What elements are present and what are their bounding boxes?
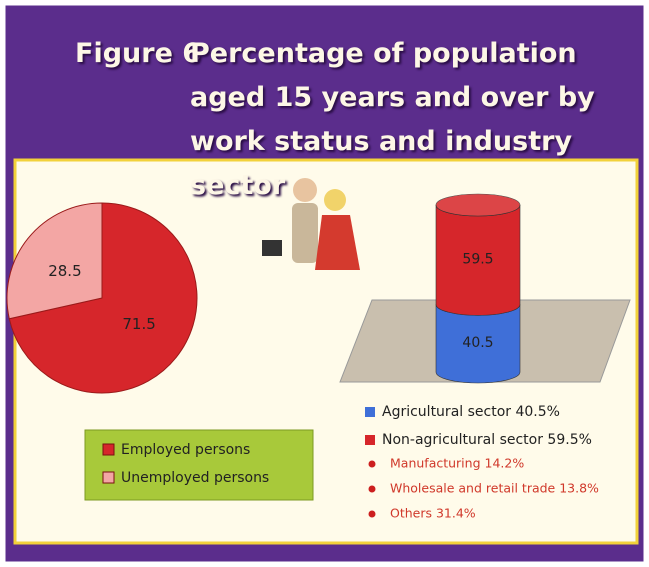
data-label: 40.5 — [462, 335, 493, 351]
figure-number: Figure 6 — [75, 38, 202, 69]
legend-marker — [365, 407, 375, 417]
pie-slice — [6, 202, 103, 320]
data-label: 59.5 — [462, 252, 493, 268]
legend-marker — [365, 435, 375, 445]
breakdown-label: Wholesale and retail trade 13.8% — [390, 481, 599, 496]
legend-label: Employed persons — [121, 442, 250, 458]
bullet — [368, 460, 376, 468]
pie-slice — [8, 202, 198, 394]
cylinder-top — [435, 193, 521, 217]
legend-label: Unemployed persons — [121, 470, 269, 486]
legend-label: Agricultural sector 40.5% — [382, 404, 560, 420]
bullet — [368, 510, 376, 518]
data-label: 28.5 — [48, 262, 81, 280]
breakdown-label: Manufacturing 14.2% — [390, 456, 524, 471]
chart-title: Percentage of population aged 15 years a… — [190, 38, 595, 201]
pie-legend-box — [84, 429, 314, 501]
data-label: 71.5 — [122, 315, 155, 333]
legend-label: Non-agricultural sector 59.5% — [382, 432, 592, 448]
people-illustration — [262, 178, 360, 270]
breakdown-label: Others 31.4% — [390, 506, 476, 521]
bullet — [368, 485, 376, 493]
legend-marker — [102, 471, 115, 484]
legend-marker — [102, 443, 115, 456]
